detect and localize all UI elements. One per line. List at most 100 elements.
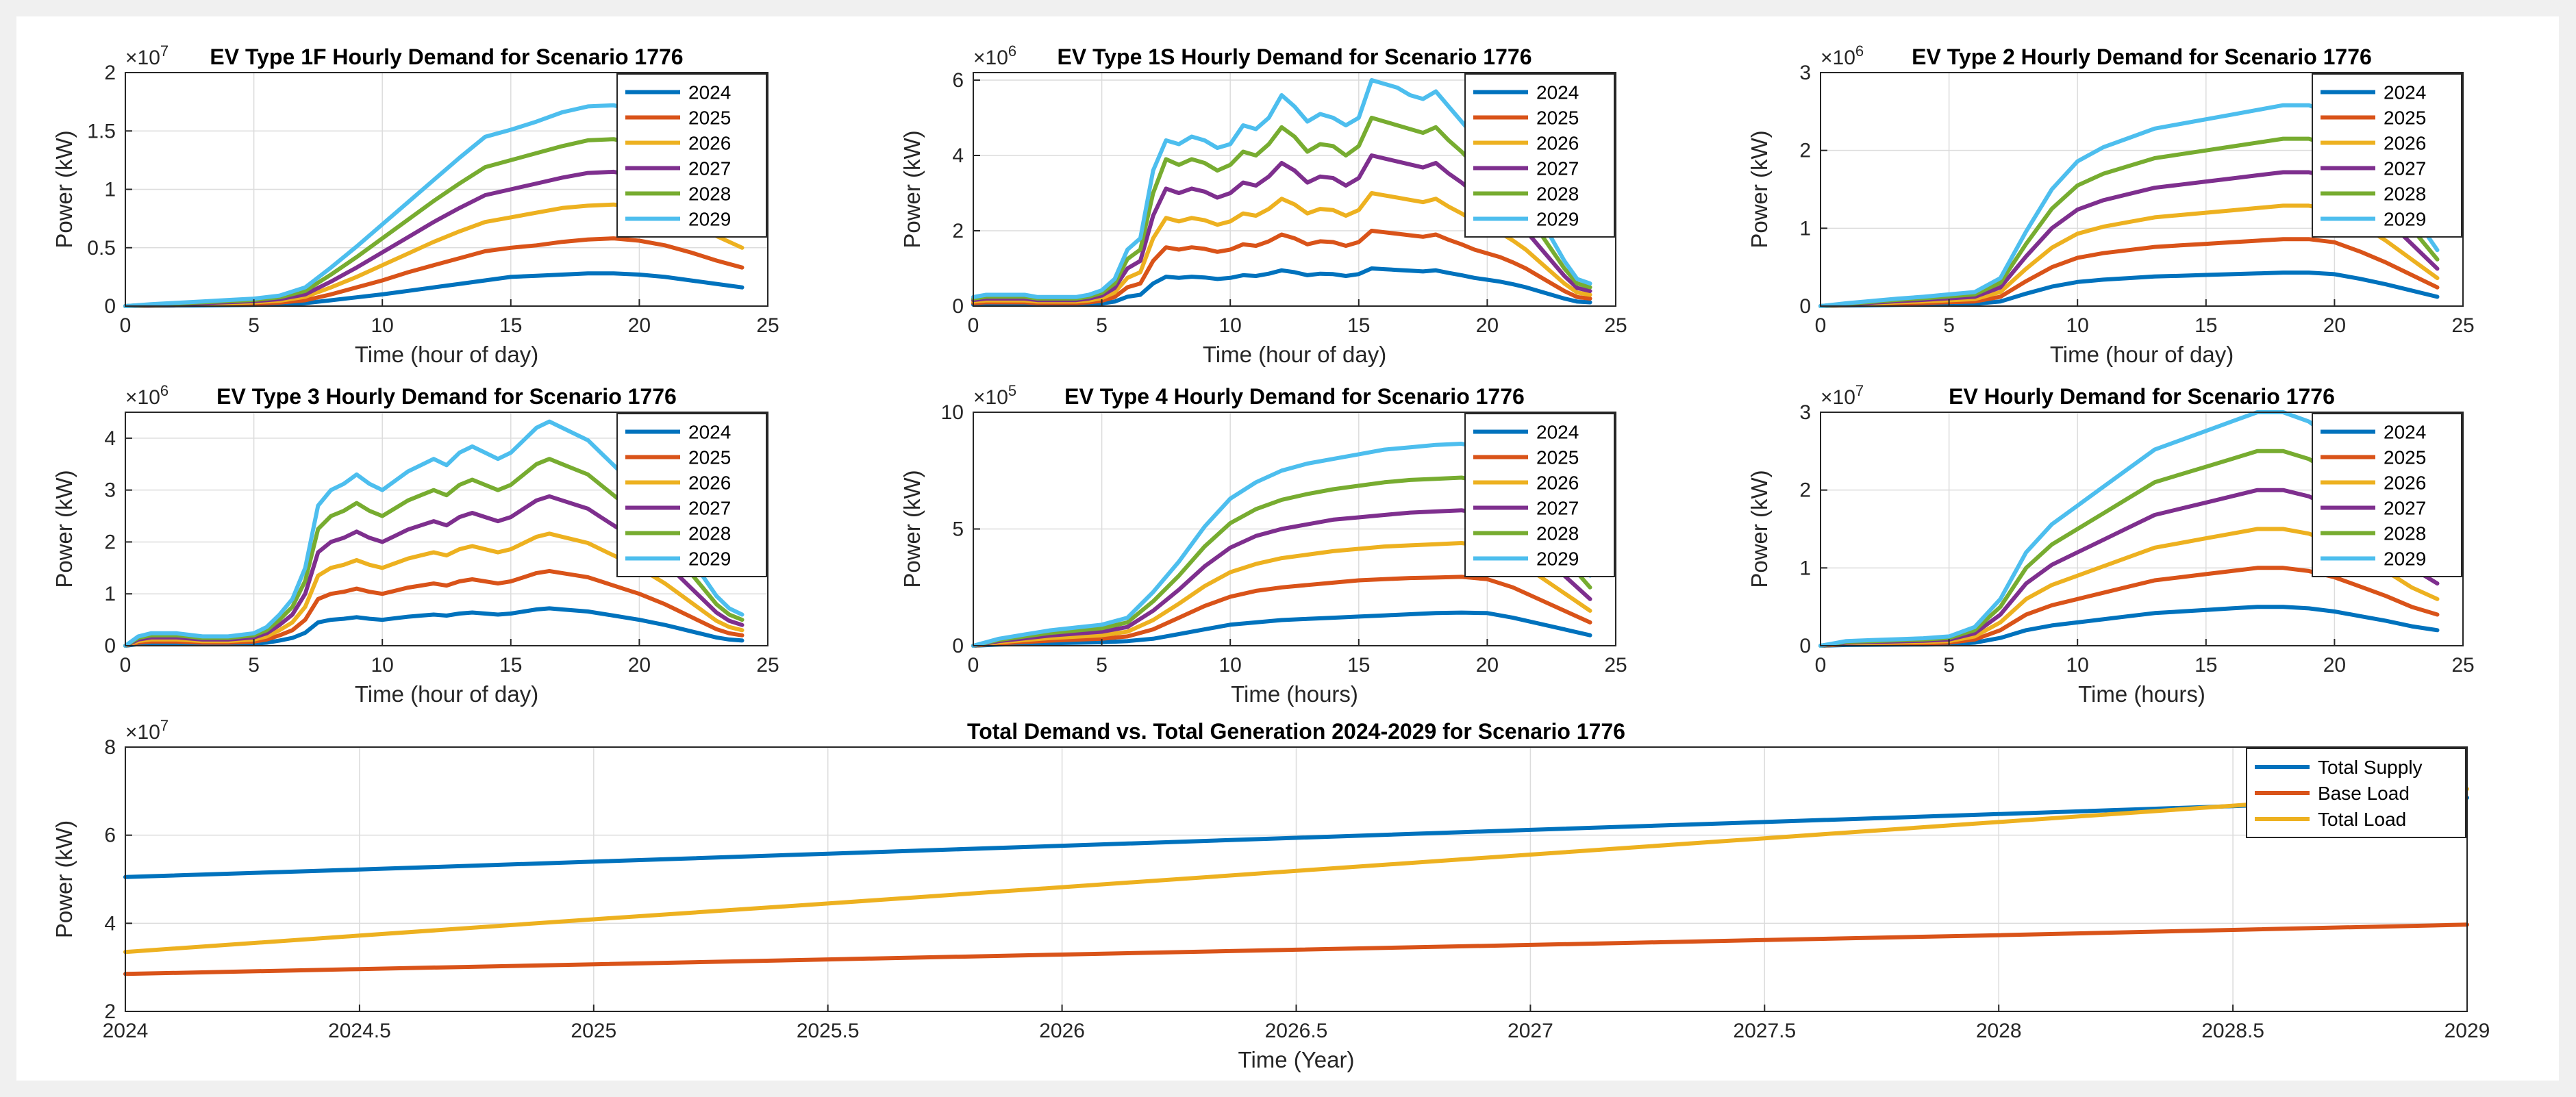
x-tick-label: 20 xyxy=(1476,314,1499,337)
y-tick-label: 1 xyxy=(104,179,116,201)
legend-entry: 2024 xyxy=(1536,82,1579,103)
y-tick-label: 2 xyxy=(104,1000,116,1023)
x-tick-label: 15 xyxy=(2194,654,2217,677)
y-tick-label: 1.5 xyxy=(87,120,116,142)
x-tick-label: 0 xyxy=(968,654,979,677)
legend-entry: 2026 xyxy=(1536,133,1579,154)
legend-entry: Base Load xyxy=(2318,783,2410,804)
x-tick-label: 25 xyxy=(1604,314,1627,337)
y-tick-label: 1 xyxy=(1799,557,1811,579)
legend-entry: 2028 xyxy=(688,184,731,205)
x-tick-label: 20 xyxy=(2323,314,2346,337)
axis-exponent: ×106 xyxy=(973,42,1016,69)
x-tick-label: 2028.5 xyxy=(2201,1020,2264,1042)
x-tick-label: 2026.5 xyxy=(1265,1020,1328,1042)
legend-entry: 2028 xyxy=(2384,184,2426,205)
chart-title: EV Type 2 Hourly Demand for Scenario 177… xyxy=(1912,45,2372,69)
x-tick-label: 0 xyxy=(1815,654,1827,677)
y-tick-label: 2 xyxy=(104,531,116,553)
x-tick-label: 2025 xyxy=(571,1020,616,1042)
y-tick-label: 2 xyxy=(104,62,116,84)
legend-entry: 2029 xyxy=(2384,209,2426,230)
x-tick-label: 20 xyxy=(628,654,651,677)
legend-entry: 2024 xyxy=(2384,82,2426,103)
x-tick-label: 0 xyxy=(120,314,132,337)
legend-entry: 2025 xyxy=(1536,108,1579,129)
legend-box xyxy=(1464,413,1615,577)
legend-box xyxy=(2312,73,2462,238)
x-tick-label: 10 xyxy=(1219,654,1242,677)
x-tick-label: 25 xyxy=(2451,314,2474,337)
y-tick-label: 3 xyxy=(1799,62,1811,84)
x-tick-label: 2028 xyxy=(1976,1020,2022,1042)
x-tick-label: 2029 xyxy=(2444,1020,2490,1042)
series-line-total-load xyxy=(123,787,2469,955)
legend-entry: 2028 xyxy=(1536,184,1579,205)
chart-title: EV Type 1S Hourly Demand for Scenario 17… xyxy=(1058,45,1532,69)
legend-entry: 2026 xyxy=(1536,472,1579,494)
legend-entry: 2026 xyxy=(2384,133,2426,154)
axes-box xyxy=(1820,412,2464,646)
y-tick-label: 8 xyxy=(104,736,116,759)
y-tick-label: 3 xyxy=(104,479,116,502)
y-tick-label: 0 xyxy=(1799,635,1811,657)
legend-entry: 2025 xyxy=(1536,447,1579,468)
axes-box xyxy=(973,72,1616,307)
y-tick-label: 0 xyxy=(952,635,964,657)
x-tick-label: 2024.5 xyxy=(328,1020,391,1042)
x-tick-label: 15 xyxy=(1347,654,1370,677)
y-tick-label: 0.5 xyxy=(87,237,116,260)
legend-entry: 2025 xyxy=(688,108,731,129)
y-tick-label: 4 xyxy=(104,912,116,935)
x-tick-label: 25 xyxy=(756,654,779,677)
x-tick-label: 10 xyxy=(2066,314,2089,337)
legend-entry: 2025 xyxy=(2384,108,2426,129)
x-tick-label: 5 xyxy=(1096,654,1108,677)
x-tick-label: 15 xyxy=(499,314,522,337)
legend-entry: 2026 xyxy=(688,133,731,154)
y-tick-label: 10 xyxy=(941,401,964,424)
legend-box xyxy=(1464,73,1615,238)
axis-exponent: ×106 xyxy=(1821,42,1864,69)
legend: Total Supply Base Load Total Load xyxy=(2246,748,2466,838)
legend-entry: 2028 xyxy=(1536,523,1579,544)
y-tick-label: 4 xyxy=(104,427,116,450)
axis-exponent: ×105 xyxy=(973,382,1016,409)
legend: 2024 2025 2026 2027 2028 2029 xyxy=(616,413,767,577)
x-tick-label: 20 xyxy=(628,314,651,337)
legend-entry: 2029 xyxy=(1536,209,1579,230)
legend-entry: 2027 xyxy=(2384,158,2426,179)
x-tick-label: 15 xyxy=(499,654,522,677)
x-tick-label: 25 xyxy=(1604,654,1627,677)
axis-exponent: ×107 xyxy=(1821,382,1864,409)
legend: 2024 2025 2026 2027 2028 2029 xyxy=(2312,73,2462,238)
y-axis-label: Power (kW) xyxy=(899,130,925,248)
x-tick-label: 10 xyxy=(2066,654,2089,677)
y-tick-label: 0 xyxy=(104,295,116,318)
legend-entry: Total Load xyxy=(2318,809,2406,830)
x-tick-label: 2027 xyxy=(1508,1020,1553,1042)
y-tick-label: 6 xyxy=(104,824,116,847)
x-tick-label: 2027.5 xyxy=(1733,1020,1796,1042)
legend-box xyxy=(2312,413,2462,577)
chart-title: EV Hourly Demand for Scenario 1776 xyxy=(1949,384,2335,409)
x-tick-label: 5 xyxy=(1943,654,1955,677)
x-tick-label: 20 xyxy=(2323,654,2346,677)
legend-entry: 2026 xyxy=(688,472,731,494)
series-line-2024 xyxy=(971,610,1592,648)
y-tick-label: 3 xyxy=(1799,401,1811,424)
x-tick-label: 0 xyxy=(968,314,979,337)
y-axis-label: Power (kW) xyxy=(899,470,925,588)
x-axis-label: Time (hours) xyxy=(1231,681,1358,707)
y-tick-label: 1 xyxy=(1799,217,1811,240)
x-axis-label: Time (hour of day) xyxy=(1203,342,1386,367)
legend: 2024 2025 2026 2027 2028 2029 xyxy=(616,73,767,238)
legend-entry: 2025 xyxy=(688,447,731,468)
x-tick-label: 25 xyxy=(2451,654,2474,677)
x-axis-label: Time (hour of day) xyxy=(2050,342,2234,367)
axis-exponent: ×107 xyxy=(125,42,168,69)
y-axis-label: Power (kW) xyxy=(51,820,77,938)
